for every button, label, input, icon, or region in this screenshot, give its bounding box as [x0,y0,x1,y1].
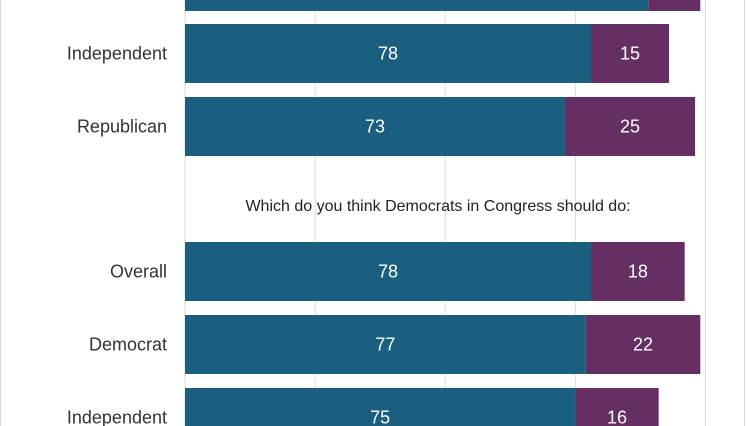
chart-section-2: Which do you think Democrats in Congress… [67,198,701,426]
bar-segment-series-1 [185,242,591,301]
bar-row [185,0,701,11]
data-label: 16 [607,408,627,426]
data-label: 25 [620,117,640,137]
bar-segment-series-1 [185,315,586,374]
bar-row: Republican 73 25 [77,97,696,156]
bar-segment-series-2 [590,242,685,301]
bar-row: Overall 78 18 [110,242,685,301]
chart-section-1: Independent 78 15 Republican 73 25 [67,0,701,156]
data-label: 78 [378,44,398,64]
data-label: 78 [378,262,398,282]
bar-segment-series-1 [185,388,576,426]
bar-segment-series-2 [575,388,659,426]
section-title: Which do you think Democrats in Congress… [245,198,630,215]
category-label: Democrat [89,335,167,355]
data-label: 18 [628,262,648,282]
category-label: Independent [67,408,167,426]
bar-segment-series-1 [185,0,649,11]
bar-segment-series-1 [185,24,591,83]
bar-row: Independent 78 15 [67,24,670,83]
data-label: 73 [365,117,385,137]
data-label: 22 [633,335,653,355]
bar-row: Independent 75 16 [67,388,659,426]
category-label: Overall [110,262,167,282]
category-label: Independent [67,44,167,64]
data-label: 77 [375,335,395,355]
bar-segment-series-2 [590,24,670,83]
data-label: 15 [620,44,640,64]
bar-segment-series-1 [185,97,565,156]
data-label: 75 [370,408,390,426]
bar-segment-series-2 [585,315,701,374]
bar-row: Democrat 77 22 [89,315,701,374]
category-label: Republican [77,117,167,137]
bar-segment-series-2 [564,97,696,156]
bar-segment-series-2 [648,0,701,11]
